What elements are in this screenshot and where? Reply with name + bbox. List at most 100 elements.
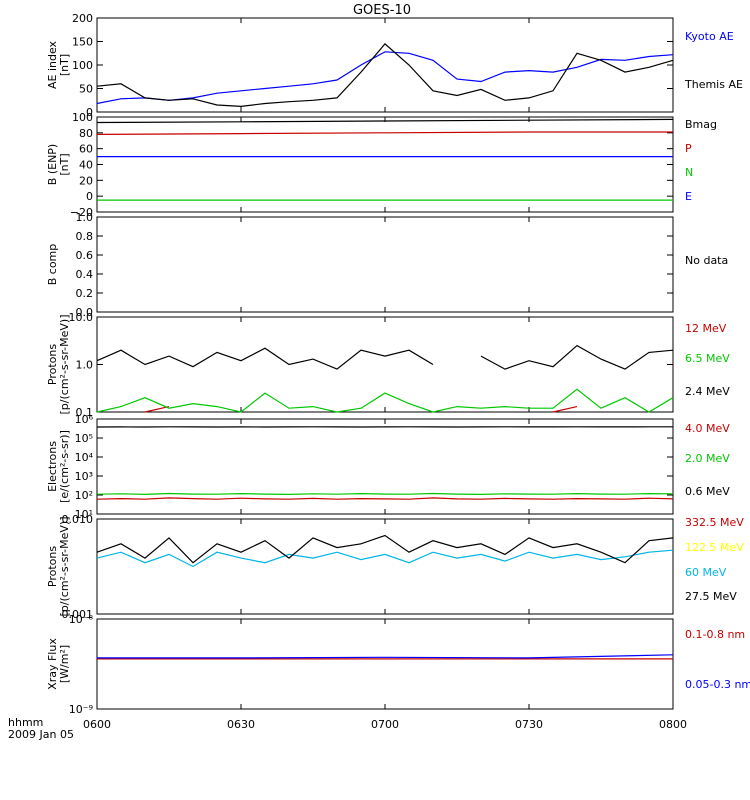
series-2-4-mev (96, 344, 674, 370)
series-12-mev (144, 406, 578, 413)
legend-6-5-mev: 6.5 MeV (685, 352, 730, 365)
y-tick-label: 10² (75, 489, 93, 502)
y-tick-label: 0.4 (76, 268, 94, 281)
y-tick-label: 60 (79, 143, 93, 156)
panel-bcomp: 0.0 0.2 0.4 0.6 0.8 1.0 B comp No data (46, 211, 728, 319)
series-2-0-mev (96, 492, 674, 496)
panel-frame (96, 618, 674, 710)
y-tick-label: 40 (79, 159, 93, 172)
legend-themis-ae: Themis AE (684, 78, 743, 91)
y-tick-label: 150 (72, 36, 93, 49)
series-60-mev (96, 549, 674, 568)
x-axis: hhmm 2009 Jan 05 0600 0630 0700 0730 0800 (8, 716, 687, 741)
y-axis-units: [nT] (58, 54, 71, 76)
y-tick-label: 100 (72, 59, 93, 72)
series-27-5-mev (96, 534, 674, 564)
y-tick-label: 0.0 (76, 306, 94, 319)
y-tick-label: 10⁴ (75, 451, 94, 464)
y-axis-label: Electrons (46, 441, 59, 492)
y-tick-label: 0.6 (76, 249, 94, 262)
y-axis-units: [p/(cm²-s-sr-MeV)] (58, 315, 71, 415)
y-axis-label: Protons (46, 344, 59, 385)
series-themis-ae (96, 43, 674, 108)
y-tick-label: 20 (79, 174, 93, 187)
y-tick-label: 50 (79, 83, 93, 96)
y-axis-label: B (ENP) (46, 144, 59, 185)
x-axis-label-date: 2009 Jan 05 (8, 728, 74, 741)
y-tick-label: 0.8 (76, 230, 94, 243)
series-p (96, 131, 673, 135)
x-tick-label: 0730 (515, 718, 543, 731)
legend-122-5-mev: 122.5 MeV (685, 541, 744, 554)
panel-frame (96, 216, 674, 313)
legend-0-6-mev: 0.6 MeV (685, 485, 730, 498)
y-tick-label: 10⁻⁸ (69, 613, 94, 626)
x-tick-label: 0600 (83, 718, 111, 731)
y-tick-label: 10³ (75, 470, 93, 483)
legend-0-1-0-8-nm: 0.1-0.8 nm (685, 628, 745, 641)
series-6-5-mev (96, 388, 674, 413)
y-tick-label: 10.0 (69, 311, 94, 324)
legend-2-0-mev: 2.0 MeV (685, 452, 730, 465)
legend-2-4-mev: 2.4 MeV (685, 385, 730, 398)
y-tick-label: 0 (86, 190, 93, 203)
y-tick-label: 80 (79, 127, 93, 140)
y-axis-label: Protons (46, 546, 59, 587)
y-tick-label: 100 (72, 111, 93, 124)
x-axis-label-hhmm: hhmm (8, 716, 43, 729)
y-tick-label: 1.0 (76, 211, 94, 224)
panel-protons_high: 0.001 0.010 Protons [p/(cm²-s-sr-MeV)] 332.5… (46, 513, 744, 621)
panel-xray: 10⁻⁹ 10⁻⁸ Xray Flux [W/m²] 0.1-0.8 nm 0.05-0.… (46, 613, 750, 716)
legend-0-05-0-3-nm: 0.05-0.3 nm (685, 678, 750, 691)
panel-frame (96, 518, 674, 615)
panel-frame (96, 116, 674, 213)
y-tick-label: 10⁶ (75, 413, 94, 426)
y-axis-label: AE index (46, 40, 59, 89)
series-4-0-mev (96, 497, 674, 500)
panel-frame (96, 316, 674, 413)
legend-e: E (685, 190, 692, 203)
series-bmag (96, 118, 674, 124)
legend-12-mev: 12 MeV (685, 322, 727, 335)
x-tick-label: 0800 (659, 718, 687, 731)
legend-kyoto-ae: Kyoto AE (685, 30, 734, 43)
x-tick-label: 0630 (227, 718, 255, 731)
x-tick-label: 0700 (371, 718, 399, 731)
legend-n: N (685, 166, 693, 179)
y-tick-label: 10¹ (75, 508, 93, 521)
y-tick-label: 200 (72, 12, 93, 25)
y-tick-label: 1.0 (76, 359, 94, 372)
legend-bmag: Bmag (685, 118, 717, 131)
y-tick-label: 0.2 (76, 287, 94, 300)
y-axis-units: [p/(cm²-s-sr-MeV)] (58, 517, 71, 617)
panel-frame (96, 17, 674, 113)
legend-no-data: No data (685, 254, 728, 267)
y-tick-label: 0.001 (62, 608, 94, 621)
panel-ae: 0 50 100 150 200 AE index [nT] Kyoto AE Themis A… (46, 12, 743, 119)
legend-4-0-mev: 4.0 MeV (685, 422, 730, 435)
y-tick-label: 0 (86, 106, 93, 119)
y-tick-label: 10⁻⁹ (69, 703, 93, 716)
y-axis-label: B comp (46, 244, 59, 286)
y-axis-units: [nT] (58, 153, 71, 175)
legend-27-5-mev: 27.5 MeV (685, 590, 737, 603)
panel-frame (96, 418, 674, 515)
panel-protons_low: 0.1 1.0 10.0 Protons [p/(cm²-s-sr-MeV)] 12 Me… (46, 311, 730, 419)
y-axis-label: Xray Flux (46, 638, 59, 690)
legend-p: P (685, 142, 692, 155)
y-axis-units: [e/(cm²-s-sr)] (58, 430, 71, 503)
y-axis-units: [W/m²] (58, 645, 71, 683)
panel-benp: −20 0 20 40 60 80 100 B (ENP) [nT] Bmag PNE (46, 111, 717, 219)
chart-title: GOES-10 (353, 3, 411, 18)
series-kyoto-ae (96, 51, 674, 105)
y-tick-label: 10⁵ (75, 432, 93, 445)
y-tick-label: −20 (70, 206, 93, 219)
panel-electrons: 10¹ 10² 10³ 10⁴ 10⁵ 10⁶ Electrons [e/(cm²-s-sr)… (46, 413, 730, 521)
legend-60-mev: 60 MeV (685, 566, 727, 579)
y-tick-label: 0.1 (76, 406, 94, 419)
legend-332-5-mev: 332.5 MeV (685, 516, 744, 529)
series-0-05-0-3-nm (97, 654, 674, 659)
y-tick-label: 0.010 (62, 513, 94, 526)
